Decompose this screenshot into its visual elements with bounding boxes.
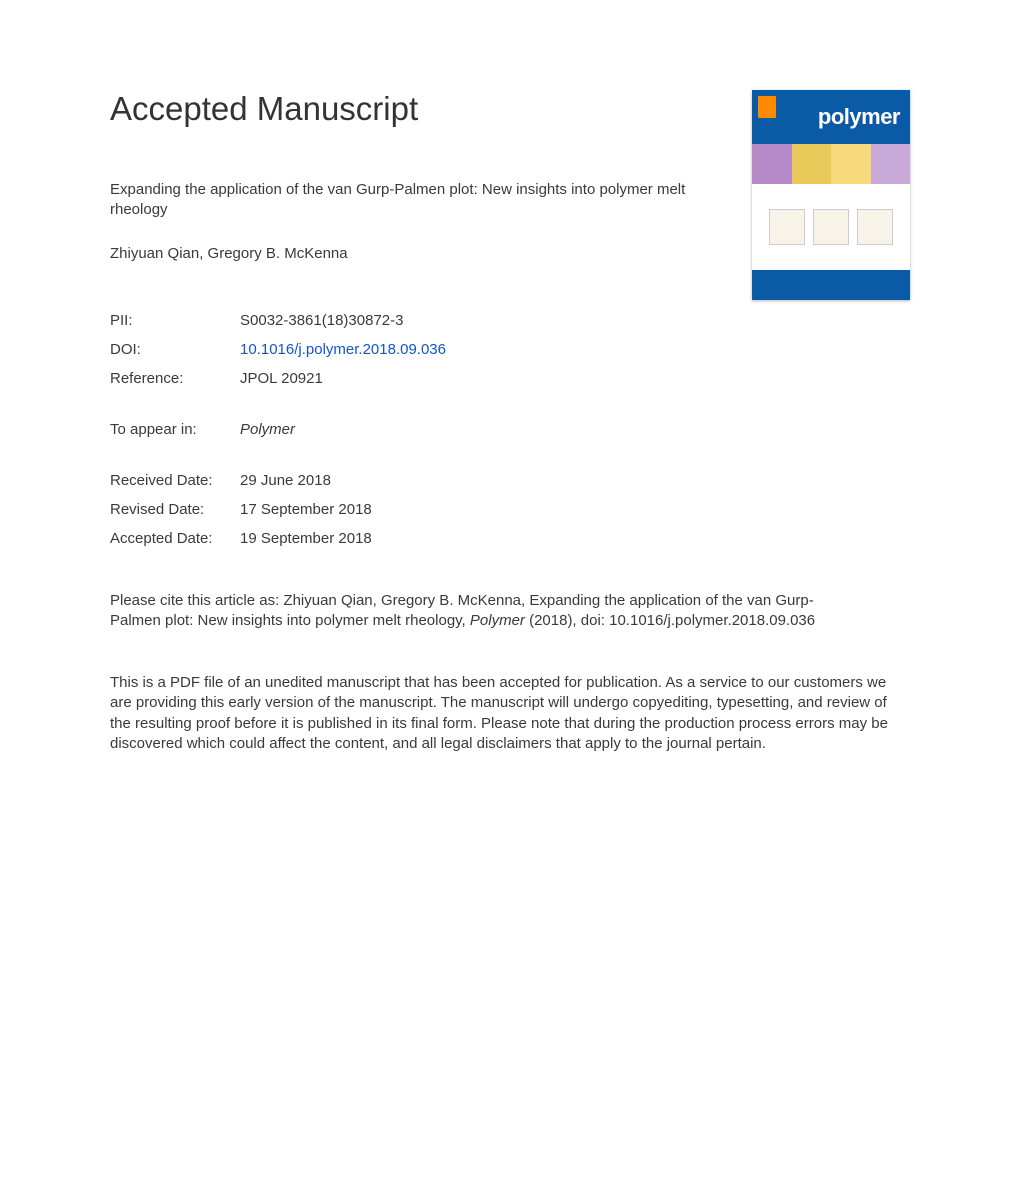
citation-text: Please cite this article as: Zhiyuan Qia… (110, 591, 850, 632)
article-authors: Zhiyuan Qian, Gregory B. McKenna (110, 245, 700, 262)
meta-row-doi: DOI: 10.1016/j.polymer.2018.09.036 (110, 341, 910, 358)
cover-image-area (752, 144, 910, 300)
article-title: Expanding the application of the van Gur… (110, 180, 700, 221)
publisher-tab-icon (758, 96, 776, 118)
meta-label: Revised Date: (110, 501, 240, 518)
cover-header: polymer (752, 90, 910, 144)
cover-thumb (769, 209, 805, 245)
meta-label: Received Date: (110, 472, 240, 489)
metadata-block: PII: S0032-3861(18)30872-3 DOI: 10.1016/… (110, 312, 910, 547)
meta-label: Reference: (110, 370, 240, 387)
meta-label: DOI: (110, 341, 240, 358)
meta-label: PII: (110, 312, 240, 329)
meta-row-pii: PII: S0032-3861(18)30872-3 (110, 312, 910, 329)
meta-value: 19 September 2018 (240, 530, 372, 547)
cover-color-strip (752, 144, 910, 184)
meta-label: Accepted Date: (110, 530, 240, 547)
meta-row-appear: To appear in: Polymer (110, 421, 910, 438)
citation-journal: Polymer (470, 612, 525, 629)
strip-segment (752, 144, 792, 184)
meta-label: To appear in: (110, 421, 240, 438)
cover-thumb (857, 209, 893, 245)
title-block: Expanding the application of the van Gur… (110, 180, 700, 302)
meta-value: JPOL 20921 (240, 370, 323, 387)
meta-row-accepted: Accepted Date: 19 September 2018 (110, 530, 910, 547)
cover-thumb (813, 209, 849, 245)
cover-footer (752, 270, 910, 300)
strip-segment (871, 144, 911, 184)
cover-thumbnails (752, 184, 910, 270)
meta-value: S0032-3861(18)30872-3 (240, 312, 403, 329)
meta-row-revised: Revised Date: 17 September 2018 (110, 501, 910, 518)
meta-value: 17 September 2018 (240, 501, 372, 518)
doi-link[interactable]: 10.1016/j.polymer.2018.09.036 (240, 341, 446, 358)
strip-segment (831, 144, 871, 184)
journal-cover: polymer (752, 90, 910, 300)
meta-row-reference: Reference: JPOL 20921 (110, 370, 910, 387)
citation-suffix: (2018), doi: 10.1016/j.polymer.2018.09.0… (525, 612, 815, 629)
meta-value: 29 June 2018 (240, 472, 331, 489)
meta-row-received: Received Date: 29 June 2018 (110, 472, 910, 489)
meta-value: Polymer (240, 421, 295, 438)
strip-segment (792, 144, 832, 184)
journal-name: polymer (818, 104, 900, 130)
disclaimer-text: This is a PDF file of an unedited manusc… (110, 673, 900, 754)
